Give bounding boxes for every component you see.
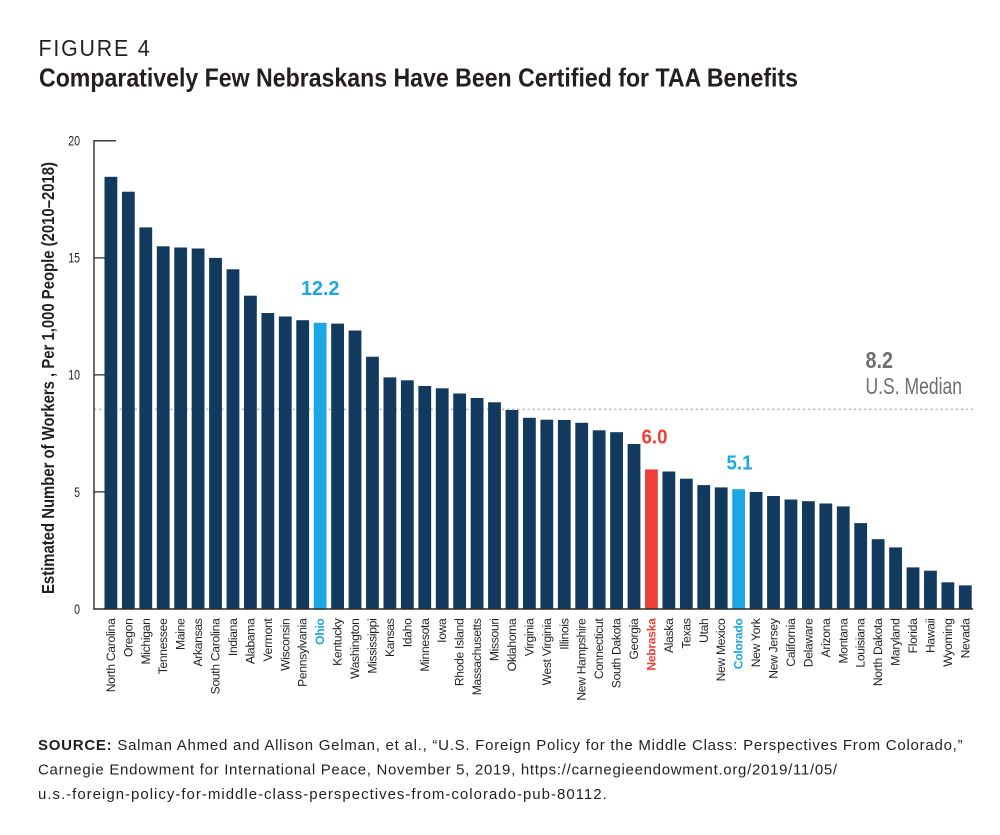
svg-text:South Dakota: South Dakota xyxy=(610,618,624,688)
svg-text:Delaware: Delaware xyxy=(801,618,815,667)
svg-text:Idaho: Idaho xyxy=(400,618,414,647)
svg-text:Florida: Florida xyxy=(906,618,920,653)
svg-text:Missouri: Missouri xyxy=(488,619,502,662)
svg-text:Nevada: Nevada xyxy=(958,618,972,658)
svg-text:Kentucky: Kentucky xyxy=(331,617,345,666)
svg-text:Montana: Montana xyxy=(836,618,850,664)
svg-text:0: 0 xyxy=(74,602,80,617)
svg-text:New Hampshire: New Hampshire xyxy=(575,618,589,701)
svg-text:Carnegie Endowment for Interna: Carnegie Endowment for International Pea… xyxy=(38,762,838,779)
svg-text:u.s.-foreign-policy-for-middle: u.s.-foreign-policy-for-middle-class-per… xyxy=(38,786,608,803)
svg-text:Arizona: Arizona xyxy=(819,618,833,657)
svg-text:Kansas: Kansas xyxy=(383,618,397,657)
svg-text:New Jersey: New Jersey xyxy=(767,617,781,678)
svg-text:Rhode Island: Rhode Island xyxy=(453,619,467,687)
svg-text:Estimated Number of Workers ,: Estimated Number of Workers , Per 1,000 … xyxy=(38,162,58,594)
svg-text:West Virginia: West Virginia xyxy=(540,618,554,685)
svg-text:Iowa: Iowa xyxy=(435,618,449,643)
svg-text:Minnesota: Minnesota xyxy=(418,618,432,672)
svg-text:Ohio: Ohio xyxy=(313,619,327,645)
svg-text:Wisconsin: Wisconsin xyxy=(278,619,292,671)
svg-text:6.0: 6.0 xyxy=(642,426,668,449)
svg-text:Michigan: Michigan xyxy=(139,619,153,665)
svg-text:Louisiana: Louisiana xyxy=(854,618,868,668)
svg-text:Connecticut: Connecticut xyxy=(592,618,606,680)
svg-text:South Carolina: South Carolina xyxy=(209,618,223,694)
svg-text:15: 15 xyxy=(68,251,80,266)
svg-text:Nebraska: Nebraska xyxy=(644,618,658,671)
svg-text:Alabama: Alabama xyxy=(243,618,257,664)
svg-text:Virginia: Virginia xyxy=(522,618,536,656)
svg-text:Illinois: Illinois xyxy=(557,618,571,649)
svg-text:Oklahoma: Oklahoma xyxy=(505,618,519,671)
svg-text:Hawaii: Hawaii xyxy=(923,619,937,654)
svg-text:Utah: Utah xyxy=(697,619,711,643)
svg-text:5.1: 5.1 xyxy=(727,452,753,475)
svg-text:SOURCE: Salman Ahmed and Allis: SOURCE: Salman Ahmed and Allison Gelman,… xyxy=(38,737,963,754)
svg-text:Maryland: Maryland xyxy=(889,619,903,666)
svg-text:5: 5 xyxy=(74,485,80,500)
svg-text:Indiana: Indiana xyxy=(226,618,240,656)
svg-text:California: California xyxy=(784,618,798,667)
svg-text:Mississippi: Mississippi xyxy=(365,619,379,674)
svg-text:Georgia: Georgia xyxy=(627,618,641,659)
svg-text:FIGURE 4: FIGURE 4 xyxy=(39,35,152,61)
svg-text:8.2: 8.2 xyxy=(866,347,894,373)
svg-text:Pennsylvania: Pennsylvania xyxy=(296,618,310,687)
svg-text:Tennessee: Tennessee xyxy=(156,618,170,674)
svg-text:New York: New York xyxy=(749,617,763,667)
svg-text:Massachusetts: Massachusetts xyxy=(470,618,484,695)
svg-text:Colorado: Colorado xyxy=(732,619,746,670)
svg-text:New Mexico: New Mexico xyxy=(714,618,728,681)
svg-text:U.S. Median: U.S. Median xyxy=(866,373,963,399)
svg-text:10: 10 xyxy=(68,368,80,383)
svg-text:Texas: Texas xyxy=(679,618,693,648)
svg-text:Arkansas: Arkansas xyxy=(191,618,205,666)
svg-text:Comparatively Few Nebraskans H: Comparatively Few Nebraskans Have Been C… xyxy=(39,62,798,92)
svg-text:Vermont: Vermont xyxy=(261,618,275,662)
svg-text:Oregon: Oregon xyxy=(121,619,135,658)
svg-text:Maine: Maine xyxy=(174,618,188,650)
svg-text:Wyoming: Wyoming xyxy=(941,619,955,667)
svg-text:20: 20 xyxy=(68,134,80,149)
svg-text:Washington: Washington xyxy=(348,619,362,679)
svg-text:12.2: 12.2 xyxy=(301,277,340,300)
svg-text:North Dakota: North Dakota xyxy=(871,618,885,686)
svg-text:Alaska: Alaska xyxy=(662,618,676,653)
svg-text:North Carolina: North Carolina xyxy=(104,618,118,692)
